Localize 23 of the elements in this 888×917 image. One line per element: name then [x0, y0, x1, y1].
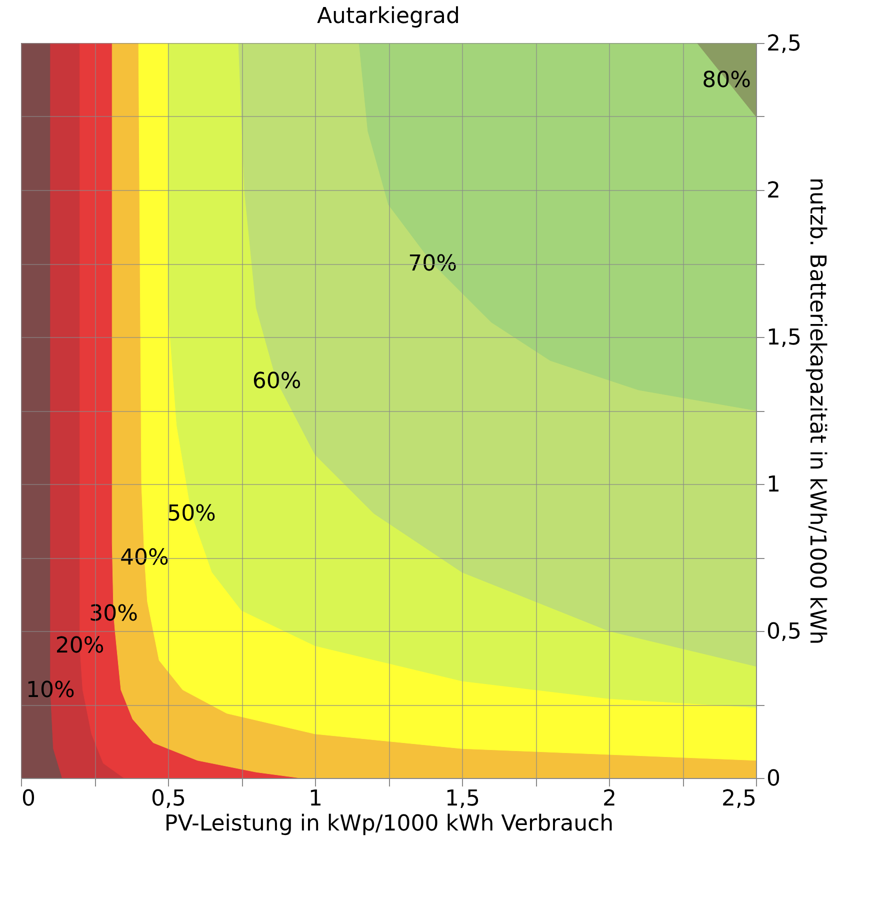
y-axis-title: nutzb. Batteriekapazität in kWh/1000 kWh: [804, 177, 830, 645]
annotation: 40%: [120, 546, 169, 570]
annotation: 70%: [408, 252, 458, 276]
annotation: 20%: [55, 634, 104, 659]
annotation: 60%: [252, 369, 302, 394]
y-tick-label: 2,5: [766, 32, 802, 56]
y-tick-label: 1,5: [766, 326, 802, 350]
y-tick-label: 2: [766, 178, 780, 204]
annotation: 50%: [167, 501, 216, 526]
x-tick-label: 0: [22, 786, 36, 812]
x-tick-label: 1,5: [445, 786, 480, 812]
x-tick-label: 0,5: [151, 786, 186, 812]
annotation: 30%: [89, 601, 138, 626]
chart-title: Autarkiegrad: [317, 4, 460, 29]
y-tick-label: 0,5: [766, 620, 802, 644]
x-axis-title: PV-Leistung in kWp/1000 kWh Verbrauch: [164, 812, 614, 836]
y-tick-label: 1: [766, 472, 780, 498]
annotation: 10%: [26, 678, 75, 703]
x-tick-label: 1: [308, 786, 322, 812]
x-tick-label: 2,5: [722, 786, 756, 812]
x-tick-label: 2: [602, 786, 616, 812]
annotation: 80%: [702, 68, 752, 93]
y-tick-label: 0: [766, 766, 780, 792]
